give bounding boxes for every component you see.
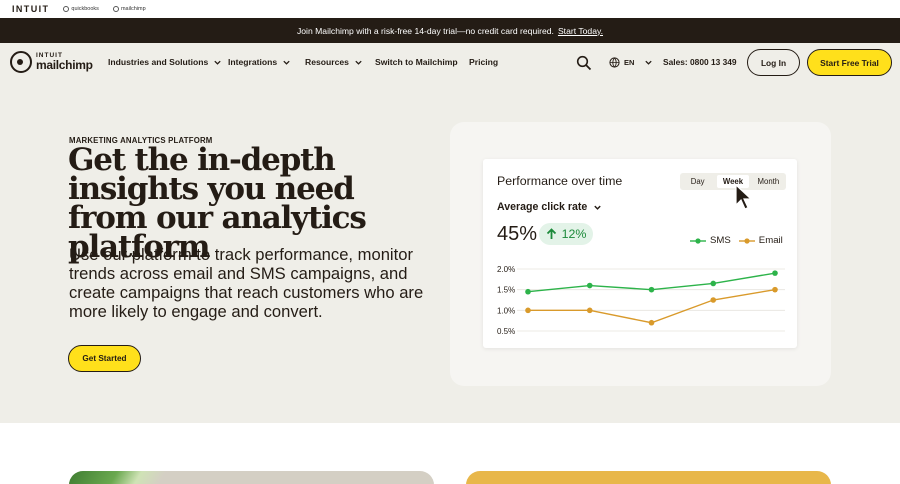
main-nav: INTUIT mailchimp Industries and Solution… [0, 43, 900, 83]
mailchimp-link[interactable]: mailchimp [112, 6, 146, 12]
search-icon[interactable] [576, 55, 592, 71]
mailchimp-logo[interactable]: INTUIT mailchimp [10, 51, 93, 73]
arrow-up-icon [546, 228, 556, 239]
time-range-toggle: Day Week Month [680, 173, 786, 190]
legend-email-label: Email [758, 235, 783, 246]
feature-section [0, 423, 900, 484]
metric-value: 45% [497, 223, 538, 245]
performance-line-chart: 2.0% 1.5% 1.0% 0.5% [497, 265, 785, 336]
login-button[interactable]: Log In [747, 49, 800, 76]
language-label: EN [624, 58, 635, 67]
nav-switch-label: Switch to Mailchimp [375, 57, 458, 67]
intuit-logo[interactable]: INTUIT [12, 4, 50, 14]
data-point-email [525, 307, 531, 314]
quickbooks-icon [63, 6, 70, 12]
y-tick-label: 0.5% [497, 327, 515, 336]
chart-legend: SMS Email [690, 235, 783, 246]
analytics-preview-panel: Performance over time Day Week Month Ave… [450, 122, 831, 386]
nav-resources-label: Resources [305, 57, 349, 67]
chevron-down-icon [355, 60, 362, 65]
metric-label: Average click rate [497, 201, 588, 213]
data-point-sms [772, 270, 778, 276]
brand-intuit: INTUIT [36, 51, 63, 59]
mailchimp-small-icon [112, 6, 119, 12]
nav-industries-solutions[interactable]: Industries and Solutions [108, 57, 222, 67]
legend-sms-marker [690, 237, 706, 244]
chevron-down-icon [594, 205, 602, 210]
sales-phone[interactable]: Sales: 0800 13 349 [663, 57, 737, 67]
start-free-trial-button[interactable]: Start Free Trial [807, 49, 892, 76]
plant-image [69, 471, 179, 484]
metric-dropdown[interactable]: Average click rate [497, 201, 602, 213]
tab-week[interactable]: Week [717, 175, 749, 188]
tab-month[interactable]: Month [757, 177, 780, 186]
chevron-down-icon [214, 60, 221, 65]
freddie-logo-icon [10, 51, 32, 73]
nav-integrations-label: Integrations [228, 57, 278, 67]
delta-value: 12% [561, 227, 587, 241]
hero-headline: Get the in-depth insights you need from … [68, 142, 367, 265]
data-point-sms [648, 286, 655, 293]
language-selector[interactable]: EN [609, 57, 653, 68]
legend-sms: SMS [690, 235, 731, 246]
performance-card: Performance over time Day Week Month Ave… [483, 159, 797, 348]
delta-badge: 12% [539, 223, 593, 245]
nav-switch-to-mailchimp[interactable]: Switch to Mailchimp [375, 57, 458, 67]
quickbooks-label: quickbooks [71, 6, 99, 12]
data-point-sms [525, 288, 531, 295]
mailchimp-label: mailchimp [120, 6, 146, 12]
nav-pricing-label: Pricing [469, 57, 499, 67]
quickbooks-link[interactable]: quickbooks [63, 6, 99, 12]
chevron-down-icon [283, 60, 290, 65]
tab-day[interactable]: Day [690, 177, 705, 186]
legend-email-marker [738, 237, 755, 244]
legend-sms-label: SMS [710, 235, 731, 246]
data-point-email [586, 307, 593, 314]
data-point-sms [586, 282, 593, 289]
hero-eyebrow: MARKETING ANALYTICS PLATFORM [69, 136, 213, 145]
series-line-email [528, 288, 776, 324]
promo-start-today-link[interactable]: Start Today. [557, 25, 604, 36]
nav-industries-label: Industries and Solutions [108, 57, 209, 67]
data-point-sms [710, 280, 717, 287]
data-point-email [710, 297, 717, 303]
promo-banner: Join Mailchimp with a risk-free 14-day t… [0, 18, 900, 43]
promo-text: Join Mailchimp with a risk-free 14-day t… [296, 25, 554, 36]
feature-yellow-card [466, 471, 831, 484]
nav-integrations[interactable]: Integrations [228, 57, 291, 67]
brand-mailchimp: mailchimp [36, 58, 93, 73]
y-tick-label: 2.0% [497, 265, 515, 274]
nav-resources[interactable]: Resources [305, 57, 363, 67]
hero-subcopy: Use our platform to track performance, m… [69, 245, 424, 321]
hero-section: MARKETING ANALYTICS PLATFORM Get the in-… [0, 83, 900, 423]
feature-image-card [69, 471, 434, 484]
globe-icon [609, 57, 620, 68]
data-point-email [772, 286, 778, 293]
y-tick-label: 1.5% [497, 286, 515, 295]
data-point-email [648, 319, 655, 326]
y-tick-label: 1.0% [497, 306, 515, 315]
brand-strip: INTUIT quickbooks mailchimp [0, 0, 900, 18]
mouse-cursor-icon [735, 183, 753, 210]
chevron-down-icon [645, 60, 653, 65]
legend-email: Email [738, 235, 783, 246]
nav-pricing[interactable]: Pricing [469, 57, 498, 67]
card-title: Performance over time [497, 174, 623, 188]
get-started-button[interactable]: Get Started [68, 345, 141, 372]
